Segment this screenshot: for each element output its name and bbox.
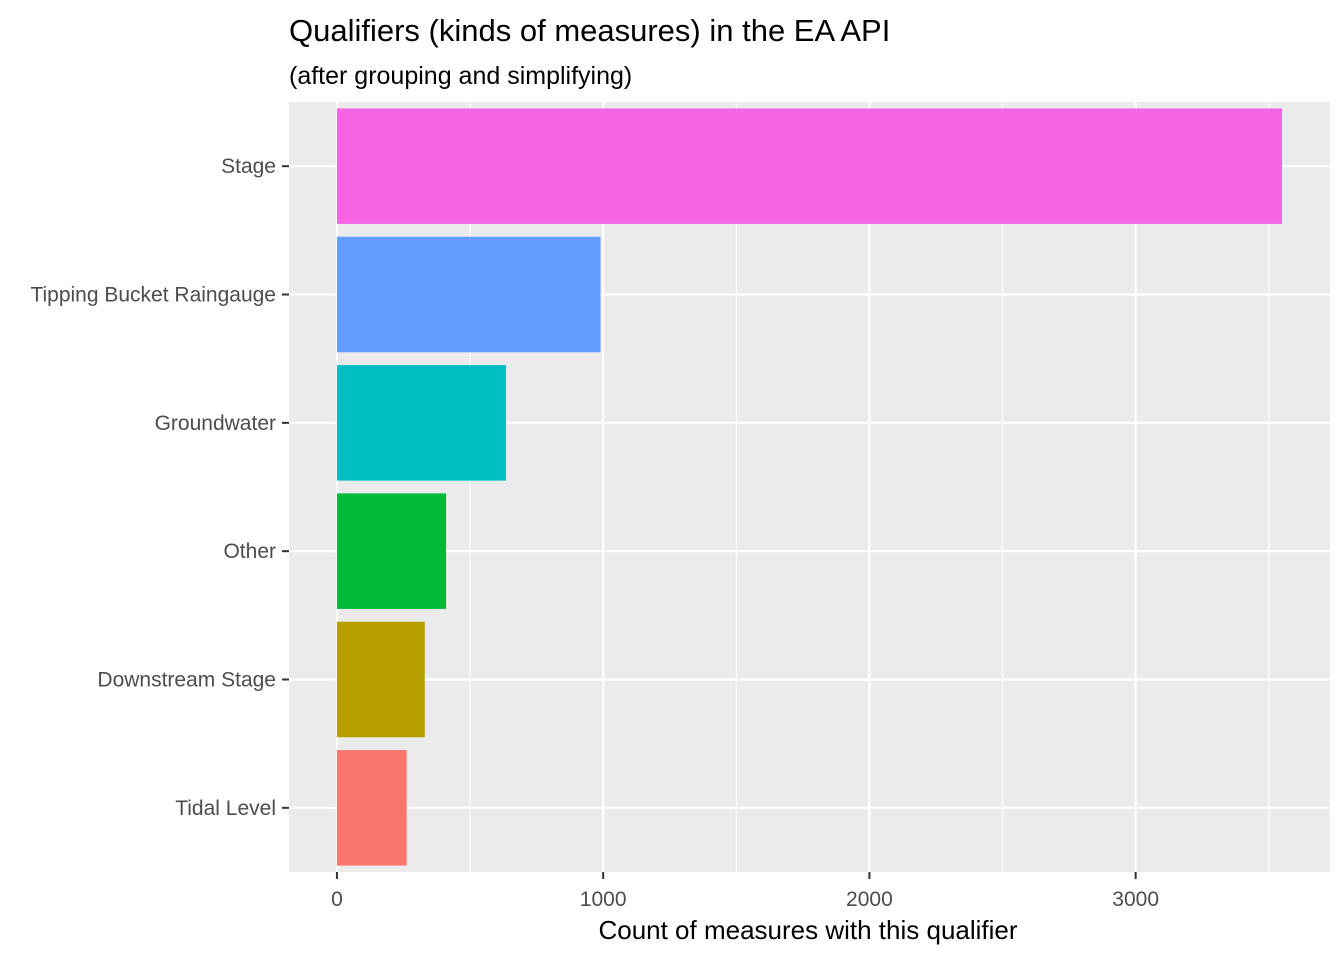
- bar-stage: [336, 108, 1283, 224]
- y-tick-label: Tipping Bucket Raingauge: [30, 284, 276, 307]
- chart-subtitle: (after grouping and simplifying): [289, 62, 632, 90]
- bars: [336, 108, 1283, 866]
- x-axis: 0 1000 2000 3000: [331, 872, 1159, 911]
- x-tick-label: 2000: [846, 888, 893, 911]
- x-tick-label: 3000: [1112, 888, 1159, 911]
- x-tick-label: 1000: [580, 888, 627, 911]
- y-tick-label: Tidal Level: [175, 797, 276, 820]
- y-tick-label: Groundwater: [155, 412, 276, 435]
- x-tick-label: 0: [331, 888, 343, 911]
- y-axis: Stage Tipping Bucket Raingauge Groundwater…: [30, 155, 289, 820]
- chart-title: Qualifiers (kinds of measures) in the EA…: [289, 13, 890, 48]
- bar-groundwater: [336, 365, 506, 481]
- bar-tipping-bucket-raingauge: [336, 236, 601, 353]
- y-tick-label: Stage: [221, 155, 276, 178]
- bar-tidal-level: [336, 750, 407, 866]
- plot-panel: [289, 102, 1330, 872]
- y-tick-label: Downstream Stage: [97, 669, 276, 692]
- x-axis-title: Count of measures with this qualifier: [598, 915, 1017, 945]
- bar-other: [336, 493, 447, 609]
- bar-downstream-stage: [336, 621, 425, 738]
- y-tick-label: Other: [223, 540, 276, 563]
